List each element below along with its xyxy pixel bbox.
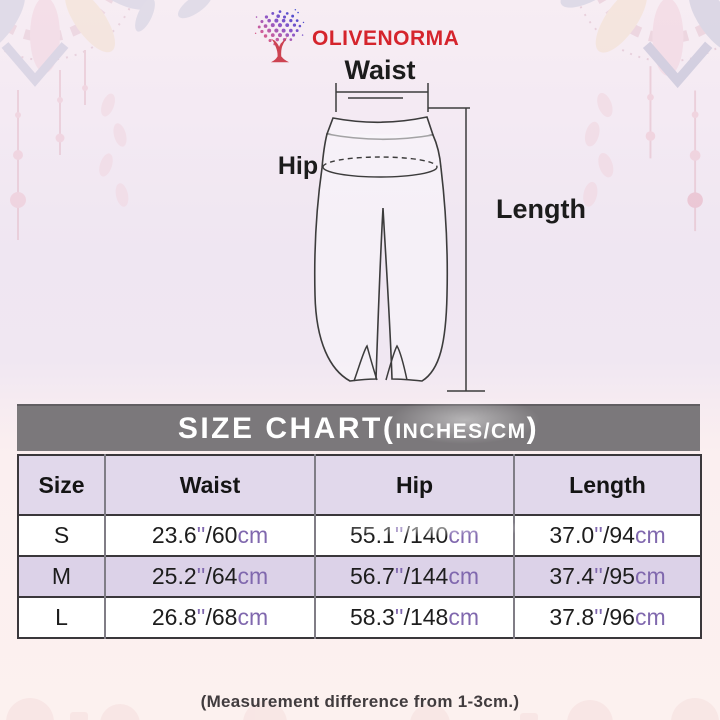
- col-header-hip: Hip: [314, 455, 514, 515]
- length-value-l: 37.8''/96cm: [513, 597, 701, 638]
- cm-value: 60: [211, 522, 238, 548]
- size-chart-title-units: INCHES/CM: [395, 420, 527, 443]
- waist-value-s: 23.6''/60cm: [104, 515, 315, 556]
- cm-suffix: cm: [448, 563, 479, 589]
- separator: /: [602, 563, 610, 589]
- size-table: Size Waist Hip Length S 23.6''/60cm 55.1…: [17, 454, 702, 639]
- brand-name: OLIVENORMA: [312, 27, 460, 50]
- separator: /: [205, 522, 212, 548]
- inch-mark: '': [196, 522, 206, 548]
- cm-value: 140: [409, 522, 449, 548]
- inches-value: 37.8: [549, 604, 595, 630]
- hip-value-m: 56.7''/144cm: [314, 556, 514, 597]
- table-row-m: M 25.2''/64cm 56.7''/144cm 37.4''/95cm: [18, 556, 701, 597]
- length-label: Length: [496, 194, 586, 224]
- cm-suffix: cm: [634, 604, 666, 630]
- separator: /: [205, 604, 212, 630]
- mandala-decoration-left: [0, 0, 213, 240]
- hip-value-l: 58.3''/148cm: [314, 597, 514, 638]
- measurement-footnote: (Measurement difference from 1-3cm.): [200, 692, 520, 711]
- inches-value: 25.2: [151, 563, 197, 589]
- length-value-m: 37.4''/95cm: [513, 556, 701, 597]
- waist-value-m: 25.2''/64cm: [104, 556, 315, 597]
- header-row: Size Waist Hip Length: [18, 455, 701, 515]
- table-row-l: L 26.8''/68cm 58.3''/148cm 37.8''/96cm: [18, 597, 701, 638]
- separator: /: [403, 563, 410, 589]
- cm-value: 64: [211, 563, 238, 589]
- hip-label: Hip: [277, 152, 319, 180]
- inch-mark: '': [594, 563, 603, 589]
- waist-value-l: 26.8''/68cm: [104, 597, 315, 638]
- cm-suffix: cm: [448, 604, 479, 630]
- size-value-m: M: [18, 556, 105, 597]
- inches-value: 58.3: [350, 604, 395, 630]
- cm-value: 148: [409, 604, 449, 630]
- pants-outline: [313, 116, 449, 382]
- cm-suffix: cm: [237, 604, 269, 630]
- cm-suffix: cm: [237, 563, 269, 589]
- size-chart-section: SIZE CHART(INCHES/CM) Size Waist Hip Len…: [17, 404, 702, 639]
- inches-value: 26.8: [151, 604, 197, 630]
- table-row-s: S 23.6''/60cm 55.1''/140cm 37.0''/94cm: [18, 515, 701, 556]
- cm-suffix: cm: [634, 563, 666, 589]
- size-chart-title-bar: SIZE CHART(INCHES/CM): [17, 404, 700, 451]
- inch-mark: '': [394, 522, 404, 548]
- waist-label: Waist: [344, 55, 416, 85]
- col-header-size: Size: [18, 455, 105, 515]
- size-chart-title-close: ): [526, 412, 540, 445]
- tree-logo-icon: [254, 9, 305, 63]
- inches-value: 56.7: [350, 563, 395, 589]
- size-value-s: S: [53, 522, 70, 548]
- col-header-waist: Waist: [104, 455, 315, 515]
- separator: /: [602, 522, 610, 548]
- cm-suffix: cm: [448, 522, 479, 548]
- inch-mark: '': [394, 563, 404, 589]
- cm-suffix: cm: [237, 522, 269, 548]
- pants-measurement-diagram: [313, 83, 485, 392]
- inch-mark: '': [594, 522, 603, 548]
- separator: /: [205, 563, 212, 589]
- inch-mark: '': [394, 604, 404, 630]
- inches-value: 55.1: [350, 522, 395, 548]
- inch-mark: '': [196, 563, 206, 589]
- length-value-s: 37.0''/94cm: [513, 515, 701, 556]
- inches-value: 37.0: [549, 522, 595, 548]
- inch-mark: '': [594, 604, 603, 630]
- inches-value: 37.4: [549, 563, 595, 589]
- separator: /: [403, 604, 410, 630]
- cm-value: 95: [609, 563, 635, 589]
- inch-mark: '': [196, 604, 206, 630]
- hip-ellipse: [322, 156, 438, 178]
- hem-slits: [353, 344, 408, 382]
- cm-suffix: cm: [634, 522, 666, 548]
- measure-lines: [335, 83, 485, 392]
- brand-header: OLIVENORMA: [252, 6, 512, 66]
- separator: /: [602, 604, 610, 630]
- size-value-l: L: [55, 604, 68, 630]
- inches-value: 23.6: [151, 522, 197, 548]
- cm-value: 144: [409, 563, 449, 589]
- col-header-length: Length: [513, 455, 701, 515]
- hip-value-s: 55.1''/140cm: [314, 515, 514, 556]
- size-chart-title: SIZE CHART(: [177, 412, 396, 445]
- cm-value: 68: [211, 604, 238, 630]
- cm-value: 94: [609, 522, 635, 548]
- cm-value: 96: [609, 604, 635, 630]
